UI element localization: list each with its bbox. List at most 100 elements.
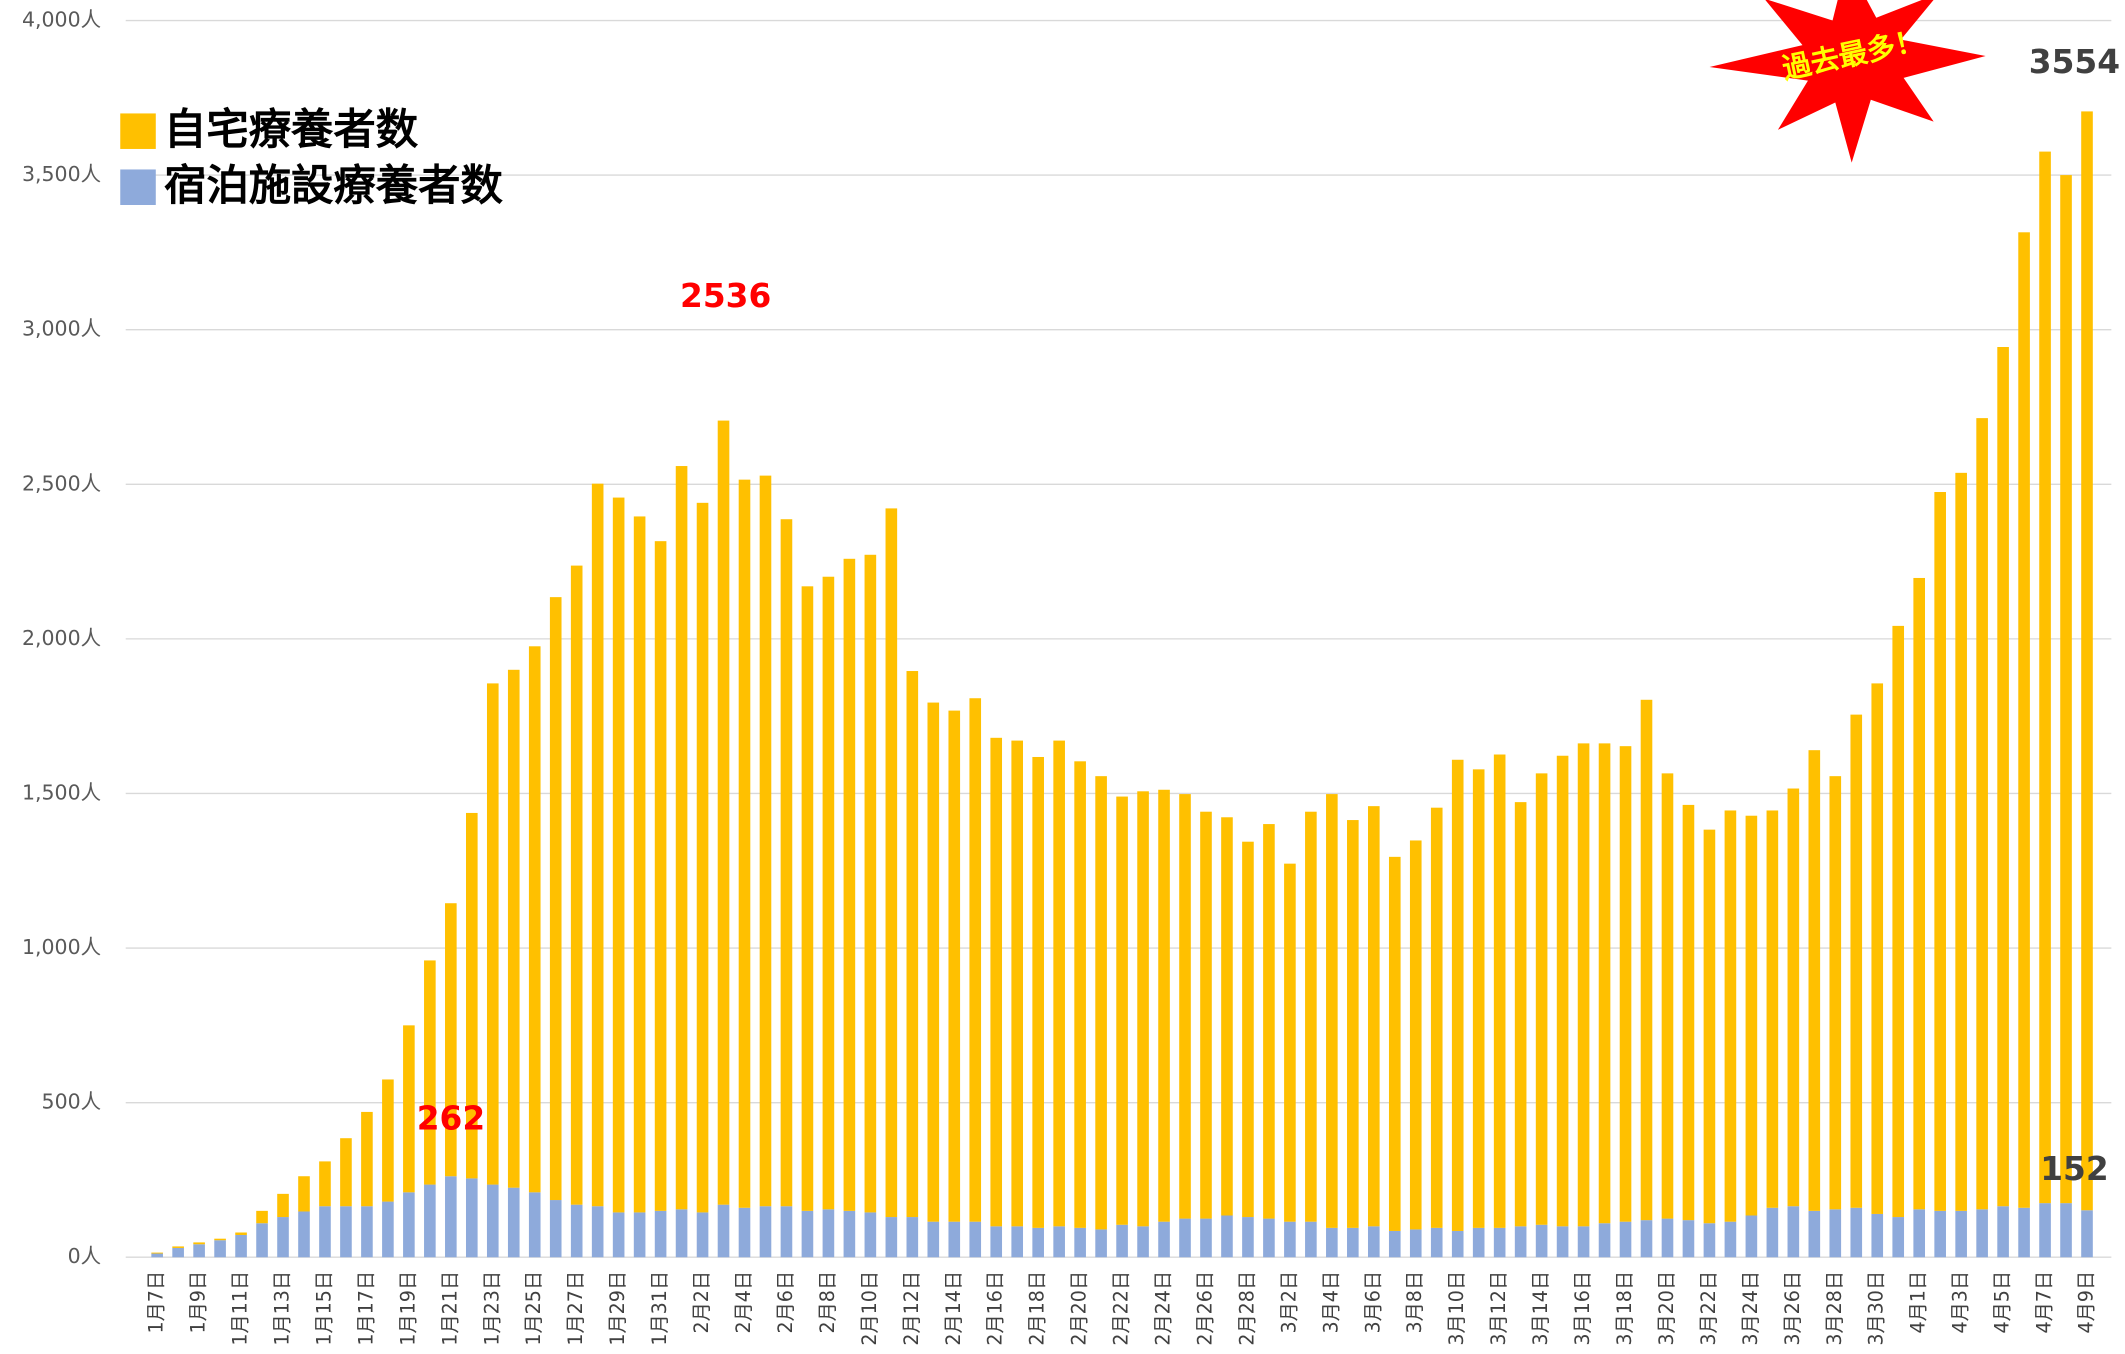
bar-segment: [382, 1202, 394, 1258]
bar-segment: [1137, 791, 1149, 1226]
bar-segment: [487, 1185, 499, 1258]
y-tick-label: 500人: [42, 1090, 102, 1114]
bar-segment: [1473, 1228, 1485, 1257]
bar-segment: [1242, 842, 1254, 1217]
bar-segment: [1683, 1220, 1695, 1257]
bar-segment: [571, 1205, 583, 1258]
x-tick-label: 2月6日: [774, 1271, 797, 1334]
bar-segment: [1347, 1228, 1359, 1257]
bar-segment: [969, 698, 981, 1221]
bar-segment: [1809, 1211, 1821, 1257]
bar-segment: [1116, 797, 1128, 1225]
x-tick-label: 3月4日: [1319, 1271, 1342, 1334]
bar-segment: [1410, 1229, 1422, 1257]
bar-segment: [1683, 805, 1695, 1220]
bar-segment: [529, 646, 541, 1192]
bar-segment: [319, 1206, 331, 1257]
bar-segment: [655, 1211, 667, 1257]
bar-segment: [1892, 1217, 1904, 1257]
bar-segment: [1221, 1216, 1233, 1258]
y-tick-label: 0人: [68, 1244, 102, 1268]
bar-segment: [1494, 1228, 1506, 1257]
bar-segment: [2081, 1210, 2093, 1257]
bar-segment: [1410, 840, 1422, 1229]
bar-segment: [592, 1206, 604, 1257]
bar-segment: [1788, 1206, 1800, 1257]
bar-segment: [907, 671, 919, 1217]
bar-segment: [1662, 1219, 1674, 1258]
chart: 自宅療養者数 宿泊施設療養者数 過去最多！ 0人500人1,000人1,500人…: [0, 0, 2125, 1354]
bar-segment: [382, 1079, 394, 1201]
x-tick-label: 3月24日: [1739, 1271, 1762, 1346]
bar-segment: [1913, 1209, 1925, 1257]
y-tick-label: 1,000人: [22, 935, 101, 959]
bar-segment: [1011, 1226, 1023, 1257]
bar-segment: [2039, 152, 2051, 1204]
bar-segment: [1389, 1231, 1401, 1257]
bar-segment: [1641, 1220, 1653, 1257]
bar-segment: [1347, 820, 1359, 1228]
x-tick-label: 3月26日: [1781, 1271, 1804, 1346]
bar-segment: [1158, 1222, 1170, 1258]
bar-segment: [1599, 743, 1611, 1223]
bar-segment: [1997, 347, 2009, 1206]
legend-label: 宿泊施設療養者数: [164, 161, 504, 210]
bar-segment: [1578, 1226, 1590, 1257]
x-tick-label: 1月23日: [480, 1271, 503, 1346]
bar-segment: [1557, 1226, 1569, 1257]
bar-segment: [948, 711, 960, 1222]
x-tick-label: 4月3日: [1949, 1271, 1972, 1334]
bar-segment: [865, 555, 877, 1213]
bar-segment: [298, 1211, 310, 1257]
x-tick-label: 3月2日: [1277, 1271, 1300, 1334]
bar-segment: [214, 1240, 226, 1257]
bar-segment: [676, 466, 688, 1209]
bar-segment: [1305, 1222, 1317, 1258]
x-tick-label: 2月12日: [900, 1271, 923, 1346]
bar-segment: [256, 1211, 268, 1223]
bar-segment: [1053, 741, 1065, 1227]
x-tick-label: 1月19日: [396, 1271, 419, 1346]
bar-segment: [151, 1254, 163, 1258]
bar-segment: [760, 1206, 772, 1257]
bars: [151, 111, 2092, 1257]
bar-segment: [361, 1206, 373, 1257]
bar-segment: [340, 1138, 352, 1206]
x-tick-label: 2月10日: [858, 1271, 881, 1346]
bar-segment: [403, 1192, 415, 1257]
bar-segment: [1746, 1216, 1758, 1258]
bar-segment: [193, 1244, 205, 1257]
bar-segment: [2060, 175, 2072, 1203]
x-tick-label: 2月18日: [1026, 1271, 1049, 1346]
x-tick-label: 1月9日: [187, 1271, 210, 1334]
x-tick-label: 2月28日: [1235, 1271, 1258, 1346]
x-tick-label: 3月18日: [1613, 1271, 1636, 1346]
bar-segment: [1515, 1226, 1527, 1257]
bar-segment: [1913, 578, 1925, 1209]
bar-segment: [403, 1025, 415, 1192]
y-tick-label: 2,000人: [22, 626, 101, 650]
x-tick-label: 4月1日: [1907, 1271, 1930, 1334]
bar-segment: [172, 1246, 184, 1248]
bar-segment: [1557, 756, 1569, 1227]
bar-segment: [1494, 755, 1506, 1228]
y-tick-label: 1,500人: [22, 780, 101, 804]
bar-segment: [739, 1208, 751, 1257]
bar-segment: [1725, 1222, 1737, 1258]
bar-segment: [508, 1188, 520, 1258]
bar-segment: [802, 1211, 814, 1257]
bar-segment: [1850, 1208, 1862, 1257]
bar-segment: [1620, 746, 1632, 1222]
bar-segment: [990, 738, 1002, 1227]
bar-segment: [1976, 1209, 1988, 1257]
bar-segment: [1200, 1219, 1212, 1258]
bar-segment: [1263, 1219, 1275, 1258]
data-label: 152: [2040, 1150, 2108, 1188]
bar-segment: [235, 1235, 247, 1257]
x-tick-label: 2月2日: [690, 1271, 713, 1334]
bar-segment: [1368, 1226, 1380, 1257]
x-tick-label: 2月26日: [1193, 1271, 1216, 1346]
bar-segment: [781, 1206, 793, 1257]
bar-segment: [277, 1194, 289, 1217]
bar-segment: [424, 1185, 436, 1258]
